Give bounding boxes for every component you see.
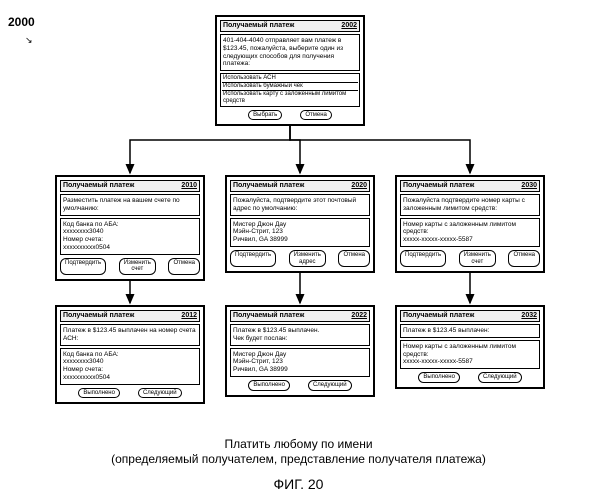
node-buttons: Подтвердить Изменить счет Отмена	[400, 249, 540, 268]
node-detail: Мистер Джон Дау Мэйн-Стрит, 123 Ричвил, …	[230, 218, 370, 247]
figure-label: ФИГ. 20	[0, 476, 597, 492]
cancel-button[interactable]: Отмена	[338, 250, 370, 267]
node-title: Получаемый платеж	[223, 22, 294, 30]
node-body: Платеж в $123.45 выплачен на номер счета…	[60, 324, 200, 346]
node-2010: Получаемый платеж 2010 Разместить платеж…	[55, 175, 205, 281]
node-header: Получаемый платеж 2022	[230, 310, 370, 322]
caption-line1: Платить любому по имени	[224, 437, 372, 451]
node-body: 401-404-4040 отправляет вам платеж в $12…	[220, 34, 360, 71]
confirm-button[interactable]: Подтвердить	[230, 250, 276, 267]
cancel-button[interactable]: Отмена	[168, 258, 200, 275]
node-detail: Номер карты с заложенным лимитом средств…	[400, 340, 540, 369]
node-body: Пожалуйста, подтвердите этот почтовый ад…	[230, 194, 370, 216]
node-buttons: Подтвердить Изменить счет Отмена	[60, 257, 200, 276]
confirm-button[interactable]: Подтвердить	[400, 250, 446, 267]
done-button[interactable]: Выполнено	[248, 380, 290, 391]
node-buttons: Подтвердить Изменить адрес Отмена	[230, 249, 370, 268]
node-options: Использовать АСН Использовать бумажный ч…	[220, 73, 360, 107]
node-2012: Получаемый платеж 2012 Платеж в $123.45 …	[55, 305, 205, 404]
node-body: Платеж в $123.45 выплачен. Чек будет пос…	[230, 324, 370, 346]
node-body: Платеж в $123.45 выплачен:	[400, 324, 540, 338]
node-2020: Получаемый платеж 2020 Пожалуйста, подтв…	[225, 175, 375, 273]
node-title: Получаемый платеж	[403, 182, 474, 190]
node-header: Получаемый платеж 2032	[400, 310, 540, 322]
node-title: Получаемый платеж	[63, 312, 134, 320]
node-detail: Мистер Джон Дау Мэйн-Стрит, 123 Ричвил, …	[230, 348, 370, 377]
node-detail: Код банка по АБА: хххххххх3040 Номер сче…	[60, 218, 200, 255]
node-number: 2020	[351, 182, 367, 190]
ref-arrow: ↘	[25, 35, 33, 46]
option[interactable]: Использовать АСН	[222, 75, 358, 83]
done-button[interactable]: Выполнено	[78, 388, 120, 399]
node-number: 2030	[521, 182, 537, 190]
select-button[interactable]: Выбрать	[248, 110, 282, 121]
node-title: Получаемый платеж	[233, 312, 304, 320]
change-account-button[interactable]: Изменить счет	[459, 250, 496, 267]
node-number: 2022	[351, 312, 367, 320]
node-title: Получаемый платеж	[63, 182, 134, 190]
node-header: Получаемый платеж 2012	[60, 310, 200, 322]
node-buttons: Выполнено Следующий	[230, 379, 370, 392]
node-header: Получаемый платеж 2010	[60, 180, 200, 192]
node-number: 2002	[341, 22, 357, 30]
node-detail: Код банка по АБА: хххххххх3040 Номер сче…	[60, 348, 200, 385]
node-2002: Получаемый платеж 2002 401-404-4040 отпр…	[215, 15, 365, 126]
option[interactable]: Использовать карту с заложенным лимитом …	[222, 91, 358, 105]
node-detail: Номер карты с заложенным лимитом средств…	[400, 218, 540, 247]
node-body: Разместить платеж на вашем счете по умол…	[60, 194, 200, 216]
node-2022: Получаемый платеж 2022 Платеж в $123.45 …	[225, 305, 375, 397]
next-button[interactable]: Следующий	[478, 372, 522, 383]
node-2030: Получаемый платеж 2030 Пожалуйста подтве…	[395, 175, 545, 273]
next-button[interactable]: Следующий	[138, 388, 182, 399]
next-button[interactable]: Следующий	[308, 380, 352, 391]
diagram-caption: Платить любому по имени (определяемый по…	[0, 437, 597, 468]
diagram-ref: 2000	[8, 15, 35, 29]
node-title: Получаемый платеж	[403, 312, 474, 320]
node-2032: Получаемый платеж 2032 Платеж в $123.45 …	[395, 305, 545, 389]
option[interactable]: Использовать бумажный чек	[222, 83, 358, 91]
change-account-button[interactable]: Изменить счет	[119, 258, 156, 275]
node-number: 2032	[521, 312, 537, 320]
caption-line2: (определяемый получателем, представление…	[111, 452, 486, 466]
node-buttons: Выбрать Отмена	[220, 109, 360, 122]
node-title: Получаемый платеж	[233, 182, 304, 190]
done-button[interactable]: Выполнено	[418, 372, 460, 383]
node-number: 2012	[181, 312, 197, 320]
node-header: Получаемый платеж 2020	[230, 180, 370, 192]
node-buttons: Выполнено Следующий	[60, 387, 200, 400]
node-buttons: Выполнено Следующий	[400, 371, 540, 384]
confirm-button[interactable]: Подтвердить	[60, 258, 106, 275]
cancel-button[interactable]: Отмена	[508, 250, 540, 267]
node-header: Получаемый платеж 2030	[400, 180, 540, 192]
node-body: Пожалуйста подтвердите номер карты с зал…	[400, 194, 540, 216]
change-address-button[interactable]: Изменить адрес	[289, 250, 326, 267]
cancel-button[interactable]: Отмена	[300, 110, 332, 121]
node-header: Получаемый платеж 2002	[220, 20, 360, 32]
node-number: 2010	[181, 182, 197, 190]
